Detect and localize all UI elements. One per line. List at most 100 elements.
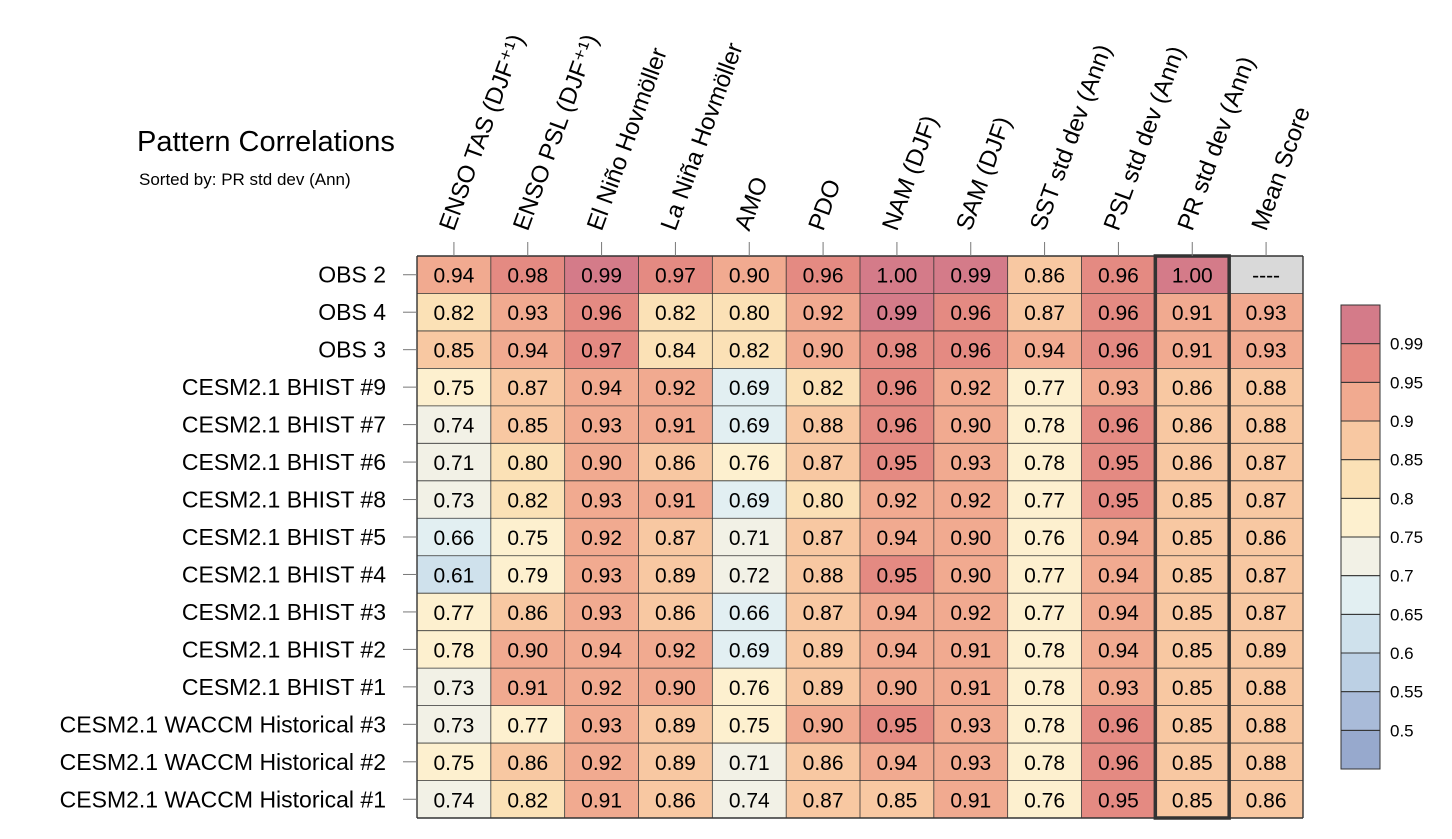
cell-value-label: 0.96 bbox=[803, 265, 844, 288]
heatmap-cell bbox=[417, 256, 491, 294]
heatmap-cell bbox=[933, 705, 1008, 744]
heatmap-cell bbox=[638, 668, 713, 706]
cell-value-label: 0.89 bbox=[803, 639, 844, 662]
heatmap-cell bbox=[638, 443, 713, 481]
cell-value-label: 0.77 bbox=[1024, 377, 1065, 400]
heatmap-cell bbox=[712, 330, 787, 369]
cell-value-label: 0.82 bbox=[655, 302, 696, 325]
heatmap-cell bbox=[1007, 518, 1082, 556]
heatmap-cell bbox=[712, 555, 787, 594]
cell-value-label: 0.69 bbox=[729, 377, 770, 400]
cell-value-label: 0.77 bbox=[1024, 490, 1065, 513]
cell-value-label: 0.90 bbox=[950, 564, 991, 587]
cell-value-label: 1.00 bbox=[1172, 265, 1213, 288]
column-label-psl-std-dev-ann: PSL std dev (Ann) bbox=[1099, 43, 1191, 234]
cell-value-label: 0.94 bbox=[876, 639, 917, 662]
cell-value-label: 0.77 bbox=[433, 602, 474, 625]
heatmap-cell bbox=[1155, 593, 1230, 631]
colorbar-segment bbox=[1340, 304, 1381, 345]
cell-value-label: 0.86 bbox=[1246, 527, 1287, 550]
heatmap-cell bbox=[933, 330, 1008, 369]
heatmap-cell bbox=[417, 330, 491, 369]
cell-value-label: 0.93 bbox=[950, 714, 991, 737]
colorbar-tick-label: 0.5 bbox=[1390, 721, 1414, 740]
heatmap-cell bbox=[564, 518, 639, 556]
heatmap-cell bbox=[564, 780, 639, 818]
cell-value-label: 0.90 bbox=[729, 265, 770, 288]
colorbar-tick-label: 0.85 bbox=[1390, 451, 1423, 470]
heatmap-cell bbox=[1229, 743, 1303, 781]
heatmap-cell bbox=[638, 405, 713, 444]
heatmap-cell bbox=[933, 480, 1008, 519]
cell-value-label: 0.85 bbox=[433, 340, 474, 363]
heatmap-cell bbox=[786, 555, 860, 594]
cell-value-label: 0.99 bbox=[581, 265, 622, 288]
cell-value-label: 0.93 bbox=[581, 490, 622, 513]
cell-value-label: 0.79 bbox=[507, 564, 548, 587]
heatmap-cell bbox=[933, 518, 1008, 556]
cell-value-label: 0.94 bbox=[876, 752, 917, 775]
heatmap-cell bbox=[490, 705, 565, 744]
colorbar-tick-label: 0.8 bbox=[1390, 489, 1414, 508]
heatmap-cell bbox=[564, 443, 639, 481]
cell-value-label: 0.86 bbox=[507, 602, 548, 625]
heatmap-cell bbox=[638, 293, 713, 331]
heatmap-cell bbox=[490, 405, 565, 444]
cell-value-label: 0.87 bbox=[1246, 564, 1287, 587]
cell-value-label: 0.93 bbox=[1246, 302, 1287, 325]
heatmap-cell bbox=[564, 405, 639, 444]
heatmap-cell bbox=[417, 555, 491, 594]
cell-value-label: 0.86 bbox=[1246, 789, 1287, 812]
heatmap-cell bbox=[417, 405, 491, 444]
cell-value-label: 0.91 bbox=[950, 639, 991, 662]
colorbar-segment bbox=[1340, 691, 1381, 731]
heatmap-cell bbox=[1007, 405, 1082, 444]
cell-value-label: 0.85 bbox=[1172, 490, 1213, 513]
cell-value-label: 1.00 bbox=[876, 265, 917, 288]
heatmap-cell bbox=[1007, 743, 1082, 781]
cell-value-label: 0.94 bbox=[581, 639, 622, 662]
heatmap-cell bbox=[638, 780, 713, 818]
cell-value-label: 0.96 bbox=[950, 302, 991, 325]
heatmap-cell bbox=[417, 780, 491, 818]
heatmap-cell bbox=[1081, 743, 1156, 781]
cell-value-label: 0.93 bbox=[950, 452, 991, 475]
cell-value-label: 0.85 bbox=[876, 789, 917, 812]
cell-value-label: 0.75 bbox=[507, 527, 548, 550]
cell-value-label: 0.94 bbox=[1098, 527, 1139, 550]
heatmap-cell bbox=[564, 330, 639, 369]
heatmap-cell bbox=[712, 256, 787, 294]
heatmap-cell bbox=[1155, 368, 1230, 406]
heatmap-cell bbox=[933, 743, 1008, 781]
heatmap-cell bbox=[638, 256, 713, 294]
heatmap-cell bbox=[860, 630, 934, 669]
heatmap-cell bbox=[490, 743, 565, 781]
cell-value-label: 0.99 bbox=[950, 265, 991, 288]
cell-value-label: 0.91 bbox=[950, 789, 991, 812]
cell-value-label: 0.95 bbox=[876, 564, 917, 587]
cell-value-label: 0.71 bbox=[433, 452, 474, 475]
heatmap-cell bbox=[1081, 518, 1156, 556]
cell-value-label: 0.98 bbox=[507, 265, 548, 288]
heatmap-cell bbox=[1229, 555, 1303, 594]
cell-value-label: 0.86 bbox=[1172, 415, 1213, 438]
heatmap-cell bbox=[1155, 330, 1230, 369]
colorbar-tick-label: 0.6 bbox=[1390, 644, 1414, 663]
column-label-el-ni-o-hovm-ller: El Niño Hovmöller bbox=[582, 44, 673, 234]
cell-value-label: 0.78 bbox=[1024, 452, 1065, 475]
cell-value-label: 0.87 bbox=[655, 527, 696, 550]
row-label-cesm2-1-bhist-3: CESM2.1 BHIST #3 bbox=[182, 599, 386, 625]
cell-value-label: 0.93 bbox=[950, 752, 991, 775]
heatmap-cell bbox=[1155, 630, 1230, 669]
cell-value-label: 0.89 bbox=[655, 752, 696, 775]
heatmap-cell bbox=[786, 630, 860, 669]
cell-value-label: 0.95 bbox=[876, 452, 917, 475]
heatmap-cell bbox=[638, 630, 713, 669]
cell-value-label: 0.96 bbox=[1098, 714, 1139, 737]
cell-value-label: 0.99 bbox=[876, 302, 917, 325]
cell-value-label: 0.94 bbox=[1024, 340, 1065, 363]
cell-value-label: 0.74 bbox=[433, 789, 474, 812]
heatmap-cell bbox=[490, 480, 565, 519]
cell-value-label: 0.92 bbox=[950, 377, 991, 400]
